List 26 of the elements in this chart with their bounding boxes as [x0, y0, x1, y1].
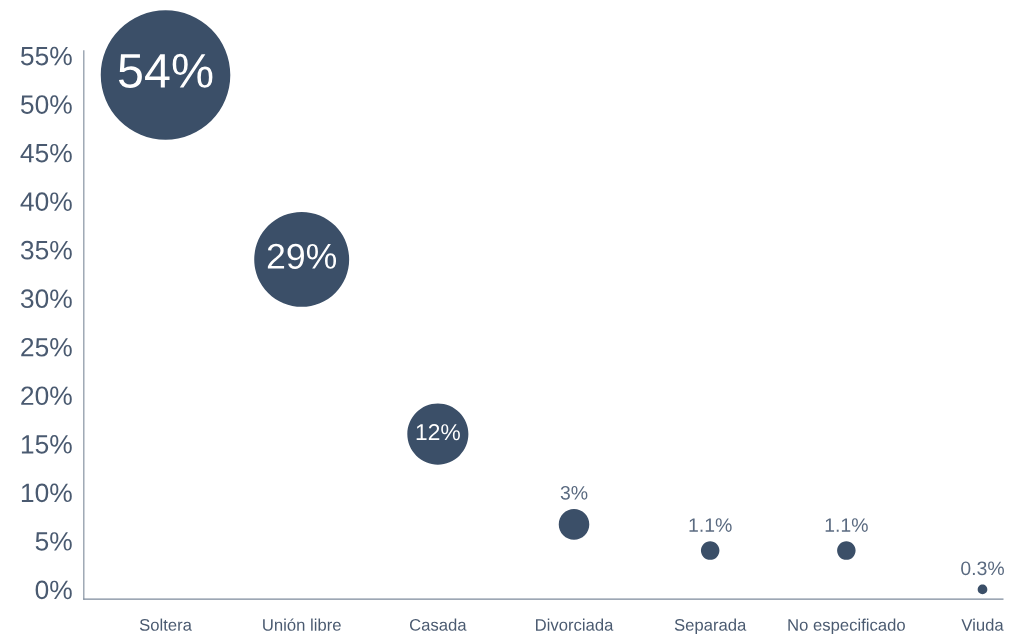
data-label: 29%: [267, 243, 337, 269]
y-tick-label: 55%: [20, 46, 72, 66]
y-tick-label: 30%: [20, 289, 72, 309]
x-tick-label: Unión libre: [263, 618, 341, 631]
y-tick-label: 40%: [20, 192, 72, 211]
x-tick-label: Separada: [674, 618, 747, 634]
y-tick-label: 35%: [20, 240, 72, 260]
y-tick-label: 25%: [21, 337, 72, 357]
x-tick-label: Viuda: [961, 618, 1004, 631]
data-label: 0.3%: [961, 561, 1004, 576]
data-label: 1.1%: [689, 518, 732, 532]
data-label: 1.1%: [825, 518, 868, 532]
y-tick-label: 45%: [20, 143, 72, 163]
data-label: 54%: [118, 53, 213, 89]
y-tick-label: 20%: [21, 386, 72, 406]
data-label: 12%: [416, 424, 460, 441]
y-tick-label: 0%: [35, 580, 72, 600]
y-tick-label: 10%: [21, 483, 72, 503]
y-tick-label: 50%: [20, 95, 72, 114]
x-tick-label: Divorciada: [536, 618, 614, 631]
x-tick-label: No especificado: [788, 618, 905, 634]
x-tick-label: Casada: [409, 618, 467, 631]
x-tick-label: Soltera: [139, 618, 192, 631]
y-tick-label: 15%: [21, 435, 72, 454]
data-label: 3%: [560, 485, 588, 500]
y-tick-label: 5%: [35, 532, 72, 551]
